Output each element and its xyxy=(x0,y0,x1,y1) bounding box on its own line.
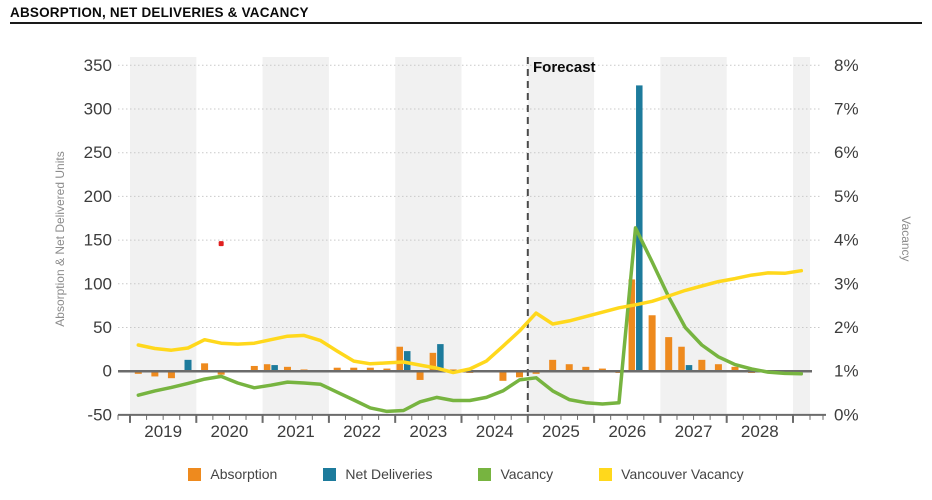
red-marker xyxy=(218,241,224,247)
year-band-2021 xyxy=(262,57,329,415)
absorption-bar-2026-Q3[interactable] xyxy=(628,279,636,372)
left-tick-label-250: 250 xyxy=(84,143,112,162)
absorption-bar-2023-Q2[interactable] xyxy=(416,371,424,380)
year-label-2027: 2027 xyxy=(675,422,713,441)
absorption-bar-2022-Q2[interactable] xyxy=(350,367,358,372)
year-label-2019: 2019 xyxy=(144,422,182,441)
right-tick-label-7%: 7% xyxy=(834,100,859,119)
absorption-bar-2019-Q2[interactable] xyxy=(151,371,159,377)
year-label-2020: 2020 xyxy=(211,422,249,441)
legend-swatch xyxy=(323,467,337,481)
net-deliveries-bar-2019-Q4[interactable] xyxy=(184,359,192,372)
net-deliveries-bar-2026-Q3[interactable] xyxy=(636,85,643,372)
absorption-bar-2027-Q3[interactable] xyxy=(698,359,706,372)
year-band-stub xyxy=(793,57,810,415)
net-deliveries-bar-2021-Q1[interactable] xyxy=(271,365,278,372)
absorption-bar-2025-Q1[interactable] xyxy=(532,371,540,374)
absorption-bar-2025-Q4[interactable] xyxy=(582,366,590,372)
absorption-bar-2021-Q1[interactable] xyxy=(263,364,271,372)
left-tick-label--50: -50 xyxy=(87,405,112,424)
right-tick-label-3%: 3% xyxy=(834,274,859,293)
absorption-bar-2022-Q3[interactable] xyxy=(366,367,374,372)
year-band-2019 xyxy=(130,57,197,415)
left-tick-label-350: 350 xyxy=(84,56,112,75)
absorption-bar-2024-Q4[interactable] xyxy=(516,371,524,378)
legend-label: Vacancy xyxy=(500,466,554,482)
left-axis-title: Absorption & Net Delivered Units xyxy=(53,151,67,327)
absorption-bar-2020-Q1[interactable] xyxy=(201,363,209,372)
absorption-bar-2023-Q3[interactable] xyxy=(429,352,437,372)
legend-item-vacancy[interactable]: Vacancy xyxy=(478,466,553,482)
year-label-2028: 2028 xyxy=(741,422,779,441)
absorption-bar-2021-Q2[interactable] xyxy=(283,366,291,372)
right-tick-label-4%: 4% xyxy=(834,231,859,250)
net-deliveries-bar-2027-Q2[interactable] xyxy=(685,365,693,372)
legend: Absorption Net Deliveries Vacancy Vancouver… xyxy=(0,466,932,482)
year-label-2025: 2025 xyxy=(542,422,580,441)
absorption-bar-2023-Q1[interactable] xyxy=(396,346,403,372)
legend-swatch xyxy=(188,467,202,481)
right-tick-label-1%: 1% xyxy=(834,362,859,381)
absorption-bar-2022-Q4[interactable] xyxy=(383,368,391,372)
year-label-2024: 2024 xyxy=(476,422,514,441)
legend-label: Net Deliveries xyxy=(345,466,433,482)
right-tick-label-0%: 0% xyxy=(834,405,859,424)
forecast-label: Forecast xyxy=(533,59,596,76)
left-tick-label-50: 50 xyxy=(93,318,112,337)
year-label-2023: 2023 xyxy=(409,422,447,441)
absorption-bar-2026-Q1[interactable] xyxy=(598,368,606,372)
absorption-bar-2019-Q1[interactable] xyxy=(134,371,142,374)
absorption-bar-2027-Q2[interactable] xyxy=(678,346,685,372)
vacancy-line[interactable] xyxy=(136,226,804,414)
legend-label: Absorption xyxy=(210,466,278,482)
left-tick-label-300: 300 xyxy=(84,100,112,119)
page-title: ABSORPTION, NET DELIVERIES & VACANCY xyxy=(10,5,309,20)
year-label-2026: 2026 xyxy=(608,422,646,441)
left-tick-label-100: 100 xyxy=(84,274,112,293)
absorption-bar-2019-Q3[interactable] xyxy=(167,371,175,379)
legend-item-vancouver-vacancy[interactable]: Vancouver Vacancy xyxy=(599,466,744,482)
right-tick-label-8%: 8% xyxy=(834,56,859,75)
absorption-bar-2027-Q1[interactable] xyxy=(665,337,673,372)
net-deliveries-bar-2023-Q3[interactable] xyxy=(437,344,444,372)
legend-item-absorption[interactable]: Absorption xyxy=(188,466,277,482)
legend-swatch xyxy=(599,467,613,481)
legend-swatch xyxy=(478,467,492,481)
year-label-2021: 2021 xyxy=(277,422,315,441)
legend-label: Vancouver Vacancy xyxy=(621,466,744,482)
title-rule xyxy=(10,22,922,24)
year-label-2022: 2022 xyxy=(343,422,381,441)
right-tick-label-2%: 2% xyxy=(834,318,859,337)
absorption-bar-2025-Q3[interactable] xyxy=(565,364,573,372)
right-tick-label-5%: 5% xyxy=(834,187,859,206)
absorption-bar-2025-Q2[interactable] xyxy=(549,359,557,372)
left-tick-label-0: 0 xyxy=(103,362,112,381)
left-tick-label-200: 200 xyxy=(84,187,112,206)
absorption-bar-2020-Q4[interactable] xyxy=(250,365,258,372)
absorption-bar-2024-Q3[interactable] xyxy=(499,371,507,381)
right-tick-label-6%: 6% xyxy=(834,143,859,162)
absorption-bar-2028-Q1[interactable] xyxy=(731,366,739,372)
legend-item-net-deliveries[interactable]: Net Deliveries xyxy=(323,466,432,482)
year-band-2025 xyxy=(527,57,595,415)
absorption-bar-2026-Q4[interactable] xyxy=(648,315,656,372)
absorption-bar-2020-Q2[interactable] xyxy=(217,371,225,375)
absorption-bar-2022-Q1[interactable] xyxy=(333,367,341,372)
left-tick-label-150: 150 xyxy=(84,231,112,250)
vancouver-vacancy-line[interactable] xyxy=(136,268,804,375)
absorption-bar-2027-Q4[interactable] xyxy=(714,364,722,372)
right-axis-title: Vacancy xyxy=(899,216,913,262)
